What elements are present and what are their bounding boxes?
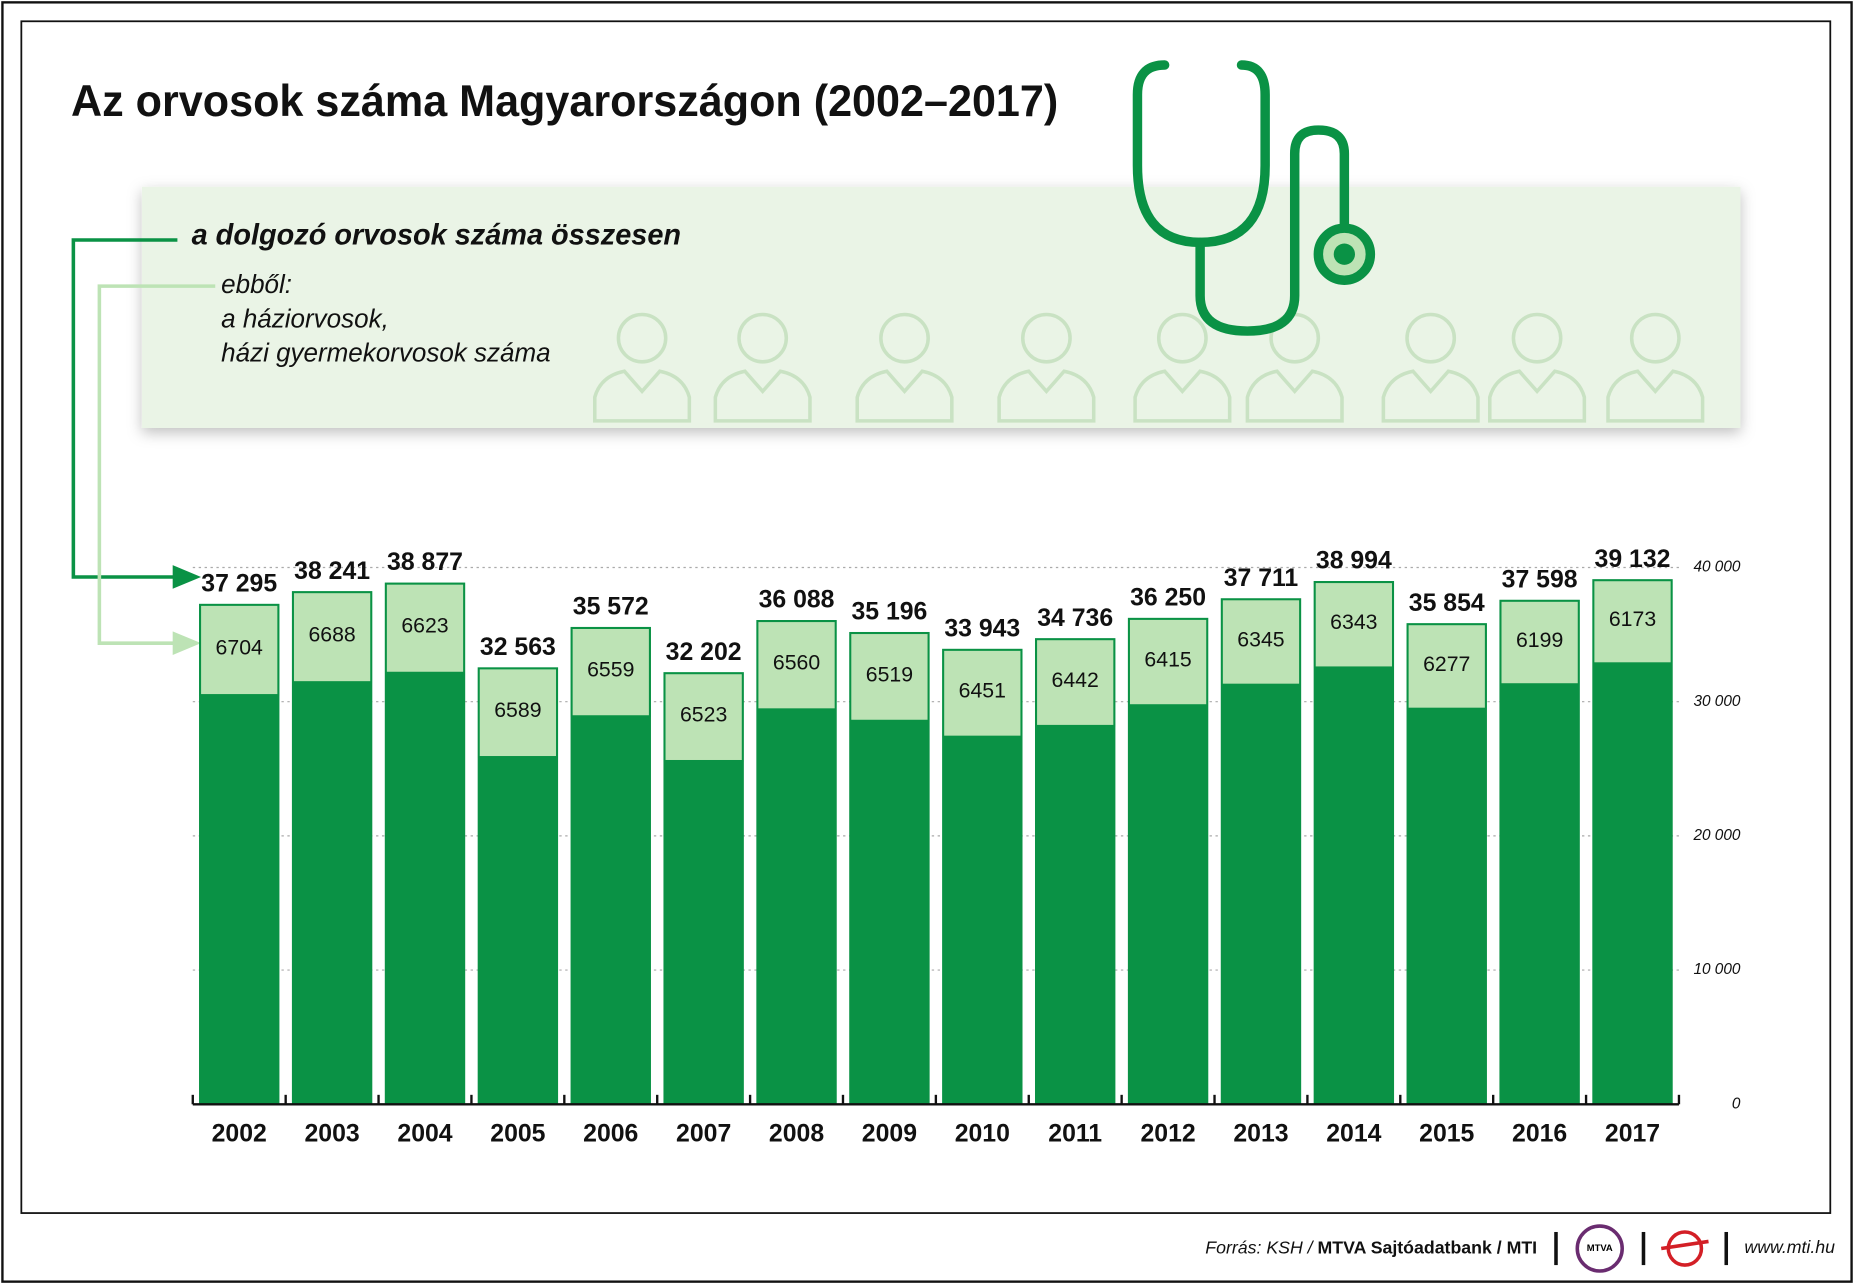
x-tick-label: 2008 [769,1121,824,1148]
x-tick-label: 2012 [1140,1121,1195,1148]
x-tick-label: 2011 [1048,1121,1102,1148]
value-label: 32 202 [666,639,742,666]
bar [1592,579,1673,1105]
x-tick-label: 2009 [862,1121,917,1148]
legend-arrow [172,631,202,656]
value-label: 37 711 [1224,565,1299,592]
source-label: Forrás: KSH / [1205,1237,1314,1257]
bar-segment [1406,623,1487,710]
bar-segment [663,672,744,762]
bar-segment [292,591,373,683]
legend-entry: ebből: a háziorvosok, házi gyermekorvosok … [221,269,550,368]
value-label: 36 088 [759,587,835,614]
url: www.mti.hu [1744,1237,1835,1257]
y-tick-label: 20 000 [1692,827,1740,844]
x-tick-label: 2002 [212,1121,267,1148]
segment-label: 6277 [1423,652,1470,676]
value-label: 38 994 [1316,548,1392,575]
segment-label: 6442 [1052,668,1099,692]
segment-label: 6343 [1330,610,1377,634]
value-label: 32 563 [480,634,556,661]
value-label: 36 250 [1130,584,1206,611]
bar-segment [385,582,465,674]
stethoscope [1132,60,1376,336]
bar-segment [942,649,1023,738]
x-tick-label: 2014 [1326,1121,1381,1148]
x-tick-label: 2007 [676,1121,731,1148]
bar-segment [756,620,837,711]
segment-label: 6589 [494,698,541,722]
bar [1313,581,1395,1105]
x-tick-label: 2004 [397,1121,452,1148]
value-label: 39 132 [1595,546,1671,573]
x-tick-label: 2010 [955,1121,1010,1148]
segment-label: 6523 [680,703,727,727]
value-label: 37 598 [1502,566,1578,593]
segment-label: 6688 [308,623,355,647]
bar-segment [1313,581,1394,669]
chart-title: Az orvosok száma Magyarországon (2002–20… [71,75,1058,126]
segment-label: 6560 [773,651,820,675]
y-tick-label: 30 000 [1693,693,1740,710]
y-tick-label: 0 [1732,1095,1741,1112]
bar-segment [570,627,651,718]
segment-label: 6559 [587,658,634,682]
value-label: 33 943 [944,615,1020,642]
bar-segment [1592,579,1673,665]
source-name: MTVA Sajtóadatbank / MTI [1318,1237,1538,1257]
segment-label: 6451 [959,679,1006,703]
x-tick-label: 2006 [583,1121,638,1148]
x-tick-label: 2013 [1233,1121,1288,1148]
legend-entry: a dolgozó orvosok száma összesen [192,218,681,251]
segment-label: 6623 [401,614,448,638]
bar-segment [1499,600,1580,686]
segment-label: 6345 [1237,627,1284,651]
x-tick-label: 2005 [490,1121,545,1148]
bar-segment [1035,638,1116,727]
value-label: 37 295 [201,570,277,597]
bar-segment [849,632,930,722]
value-label: 38 241 [294,558,370,585]
segment-label: 6173 [1609,607,1656,631]
y-tick-label: 40 000 [1693,559,1740,576]
x-tick-label: 2015 [1419,1121,1474,1148]
x-tick-label: 2017 [1605,1121,1660,1148]
x-tick-label: 2003 [305,1121,360,1148]
segment-label: 6519 [866,662,913,686]
value-label: 35 196 [851,599,927,626]
source: Forrás: KSH / MTVA Sajtóadatbank / MTI [1205,1237,1537,1257]
legend-connector [71,238,178,579]
bar-segment [199,604,280,696]
bar-segment [477,667,558,758]
value-label: 34 736 [1037,605,1113,632]
value-label: 35 572 [573,594,649,621]
footer: Forrás: KSH / MTVA Sajtóadatbank / MTI M… [1205,1224,1835,1273]
logo [1660,1239,1709,1251]
bar-segment [1221,598,1301,686]
legend-arrow [172,565,202,589]
value-label: 38 877 [387,549,463,576]
legend-connector [97,284,216,645]
logo-text: MTVA [1587,1243,1613,1254]
segment-label: 6199 [1516,628,1563,652]
segment-label: 6415 [1144,648,1191,672]
y-tick-label: 10 000 [1693,961,1740,978]
segment-label: 6704 [216,635,263,659]
logo [1575,1224,1624,1273]
bar-segment [1128,618,1208,706]
x-tick-label: 2016 [1512,1121,1567,1148]
value-label: 35 854 [1409,590,1485,617]
